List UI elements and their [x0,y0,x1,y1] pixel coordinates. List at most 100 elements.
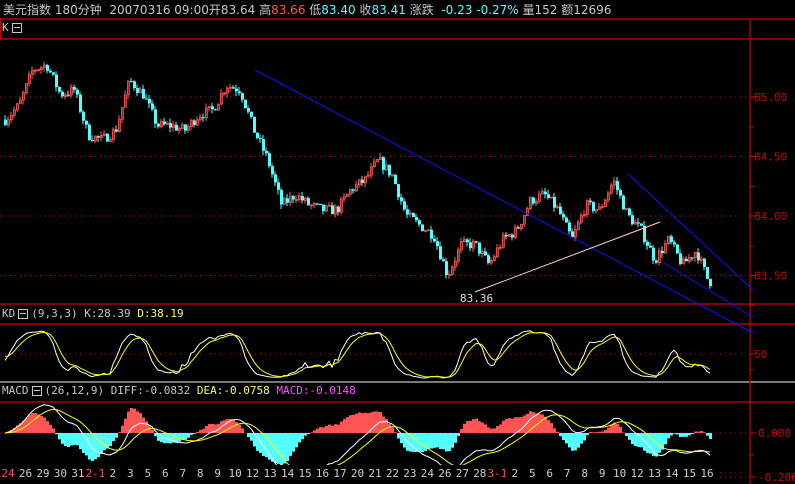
macd-bar [382,416,385,433]
candle [709,278,712,287]
macd-bar [343,419,346,433]
macd-bar [142,417,145,433]
x-tick-label: 3 [127,467,134,480]
macd-bar [610,424,613,433]
period[interactable]: 180分钟 [54,3,102,17]
minus-box-icon[interactable] [31,386,42,396]
macd-bar [691,433,694,435]
k-line [4,330,711,379]
macd-bar [412,433,415,453]
candle [592,202,595,212]
candle [61,91,64,97]
x-label-bg [523,465,542,479]
macd-bar [379,412,382,433]
candle [181,124,184,129]
macd-bar [574,433,577,451]
macd-bar [97,433,100,458]
candle [82,111,85,121]
minus-box-icon[interactable] [11,23,22,33]
close-label: 收 [359,3,372,17]
macd-bar [313,430,316,433]
candle [160,121,163,128]
macd-bar [196,431,199,433]
candle [640,223,643,226]
macd-bar [298,433,301,443]
macd-bar [400,433,403,444]
macd-bar [43,417,46,433]
macd-bar [421,433,424,453]
macd-panel-header: MACD (26,12,9) DIFF:-0.0832 DEA:-0.0758 M… [2,384,356,397]
candle [205,107,208,119]
volume-value: 152 [534,3,558,17]
candle [673,242,676,245]
x-tick-label: 17 [333,467,346,480]
candle [313,203,316,206]
macd-bar [154,433,157,437]
macd-bar [694,431,697,433]
x-tick-label: 12 [246,467,259,480]
kd-tick-label: 50 [754,348,767,361]
macd-bar [217,423,220,433]
candle [397,184,400,198]
macd-bar [169,433,172,444]
candle [124,94,127,108]
macd-bar [229,418,232,433]
candle [19,99,22,105]
candle [292,196,295,200]
open-value: 83.64 [220,3,256,17]
candle [130,81,133,83]
candle [616,180,619,191]
candle [619,190,622,196]
candle [466,239,469,243]
x-label-bg [593,465,612,479]
macd-bar [460,428,463,433]
x-label-bg [156,465,175,479]
x-label-bg [191,465,210,479]
x-tick-label: 24 [421,467,435,480]
candle [691,257,694,259]
candle [610,184,613,194]
candle [307,198,310,206]
x-tick-label: 15 [683,467,696,480]
macd-params[interactable]: (26,12,9) [44,384,105,397]
macd-bar [301,433,304,440]
candle [4,119,7,125]
macd-bar [34,413,37,433]
macd-bar [496,426,499,433]
candle [421,224,424,232]
kd-params[interactable]: (9,3,3) [31,307,78,320]
macd-bar [181,433,184,440]
dea-line [4,408,711,474]
macd-bar [640,433,643,448]
macd-bar [553,428,556,433]
candle [97,136,100,138]
high-label: 高 [259,3,272,17]
candle [382,157,385,170]
macd-series [4,404,712,479]
kd-d-value: D:38.19 [137,307,184,320]
candle [376,159,379,163]
candle [190,120,193,127]
macd-bar [415,433,418,452]
macd-bar [454,433,457,443]
candle [457,249,460,262]
macd-dea-value: DEA:-0.0758 [196,384,270,397]
macd-bar [346,417,349,433]
trendlines[interactable] [254,69,754,334]
macd-bar [85,433,88,456]
candle [694,252,697,259]
candle [331,205,334,215]
macd-bar [619,426,622,433]
candle [445,261,448,276]
candle [598,206,601,210]
y-tick-label: 83.50 [754,270,787,283]
candle [406,209,409,215]
candle [634,221,637,225]
candle [403,201,406,210]
macd-bar [571,433,574,451]
macd-bar [235,422,238,433]
macd-bar [205,425,208,433]
macd-bar [442,433,445,450]
minus-box-icon[interactable] [18,309,29,319]
